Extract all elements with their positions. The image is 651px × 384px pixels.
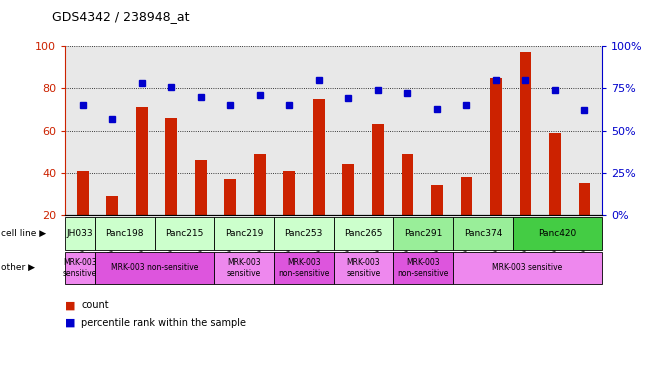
Text: MRK-003
non-sensitive: MRK-003 non-sensitive [278,258,329,278]
Bar [519,53,531,215]
Text: count: count [81,300,109,310]
Bar [402,154,413,215]
Bar [490,78,502,215]
Text: cell line ▶: cell line ▶ [1,229,46,238]
Text: ■: ■ [65,300,76,310]
Text: Panc420: Panc420 [538,229,577,238]
Bar [283,170,296,215]
Bar [313,99,325,215]
Text: JH033: JH033 [66,229,93,238]
Bar [254,154,266,215]
Bar [136,107,148,215]
Text: Panc374: Panc374 [464,229,502,238]
Text: MRK-003 non-sensitive: MRK-003 non-sensitive [111,263,199,272]
Bar [165,118,177,215]
Bar [342,164,354,215]
Bar [195,160,207,215]
Bar [579,184,590,215]
Text: GDS4342 / 238948_at: GDS4342 / 238948_at [52,10,189,23]
Text: ■: ■ [65,318,76,328]
Bar [460,177,473,215]
Text: MRK-003
sensitive: MRK-003 sensitive [227,258,261,278]
Bar [372,124,384,215]
Text: Panc219: Panc219 [225,229,263,238]
Text: other ▶: other ▶ [1,263,35,272]
Text: Panc253: Panc253 [284,229,323,238]
Bar [77,170,89,215]
Text: MRK-003
non-sensitive: MRK-003 non-sensitive [398,258,449,278]
Bar [225,179,236,215]
Text: MRK-003
sensitive: MRK-003 sensitive [346,258,381,278]
Bar [431,185,443,215]
Text: Panc291: Panc291 [404,229,442,238]
Text: Panc198: Panc198 [105,229,144,238]
Bar [549,132,561,215]
Text: Panc265: Panc265 [344,229,383,238]
Bar [106,196,118,215]
Text: Panc215: Panc215 [165,229,204,238]
Text: MRK-003 sensitive: MRK-003 sensitive [492,263,562,272]
Text: percentile rank within the sample: percentile rank within the sample [81,318,246,328]
Text: MRK-003
sensitive: MRK-003 sensitive [63,258,97,278]
